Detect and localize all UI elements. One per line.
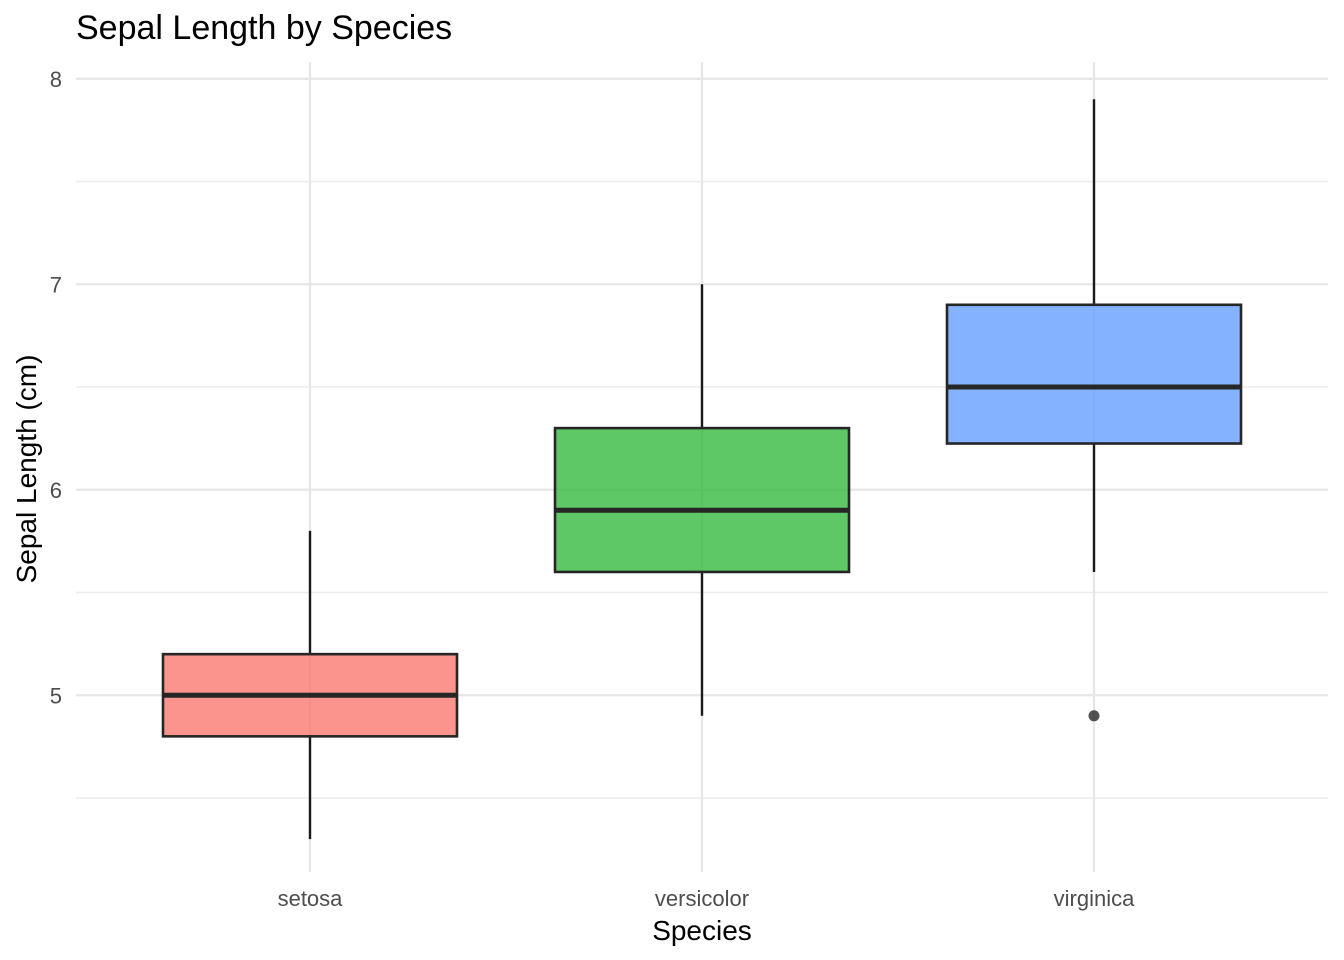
x-tick-label: setosa — [278, 886, 344, 911]
x-tick-label: virginica — [1054, 886, 1135, 911]
box-virginica — [945, 99, 1243, 722]
box-iqr — [553, 426, 851, 574]
x-axis-ticks: setosa versicolor virginica — [278, 886, 1136, 911]
x-tick-label: versicolor — [655, 886, 749, 911]
y-tick-label: 5 — [50, 683, 62, 708]
boxes — [161, 99, 1243, 840]
chart-title: Sepal Length by Species — [76, 9, 452, 47]
box-setosa — [161, 530, 459, 840]
box-versicolor — [553, 284, 851, 716]
y-tick-label: 7 — [50, 272, 62, 297]
x-axis-title: Species — [652, 915, 752, 946]
y-tick-label: 8 — [50, 67, 62, 92]
y-tick-label: 6 — [50, 478, 62, 503]
y-axis-ticks: 5 6 7 8 — [50, 67, 62, 709]
y-axis-title: Sepal Length (cm) — [11, 355, 42, 584]
box-iqr — [945, 303, 1243, 445]
outlier-point — [1088, 710, 1100, 722]
